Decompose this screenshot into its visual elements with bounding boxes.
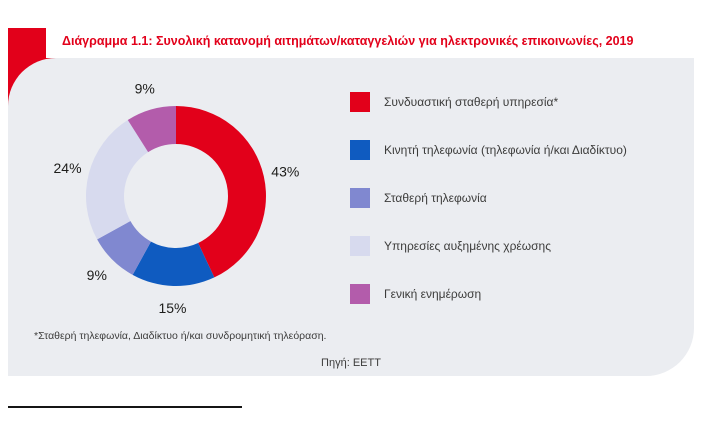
legend-label: Κινητή τηλεφωνία (τηλεφωνία ή/και Διαδίκ…: [384, 143, 627, 157]
legend-item: Συνδυαστική σταθερή υπηρεσία*: [350, 92, 680, 112]
percent-label: 9%: [87, 267, 107, 283]
legend-swatch: [350, 284, 370, 304]
legend-item: Σταθερή τηλεφωνία: [350, 188, 680, 208]
legend-label: Σταθερή τηλεφωνία: [384, 191, 487, 205]
donut-segment: [97, 221, 151, 275]
title-bar: Διάγραμμα 1.1: Συνολική κατανομή αιτημάτ…: [46, 24, 694, 58]
legend-swatch: [350, 236, 370, 256]
percent-label: 9%: [135, 80, 155, 96]
percent-label: 15%: [158, 300, 186, 316]
legend-item: Γενική ενημέρωση: [350, 284, 680, 304]
legend-label: Γενική ενημέρωση: [384, 287, 482, 301]
legend-item: Κινητή τηλεφωνία (τηλεφωνία ή/και Διαδίκ…: [350, 140, 680, 160]
donut-segment: [85, 120, 149, 240]
donut-chart: 43% 15% 9% 24% 9%: [54, 80, 300, 316]
footer-rule: [8, 406, 242, 408]
donut-segment: [176, 106, 266, 278]
percent-label: 43%: [271, 164, 299, 180]
donut-segment: [127, 106, 176, 153]
legend-item: Υπηρεσίες αυξημένης χρέωσης: [350, 236, 680, 256]
legend-label: Συνδυαστική σταθερή υπηρεσία*: [384, 95, 559, 109]
source-note: Πηγή: ΕΕΤΤ: [321, 357, 381, 369]
legend-swatch: [350, 92, 370, 112]
legend-label: Υπηρεσίες αυξημένης χρέωσης: [384, 239, 551, 253]
donut-segment: [132, 241, 215, 286]
percent-label: 24%: [54, 160, 82, 176]
page-title: Διάγραμμα 1.1: Συνολική κατανομή αιτημάτ…: [62, 34, 634, 48]
legend-swatch: [350, 140, 370, 160]
footnote: *Σταθερή τηλεφωνία, Διαδίκτυο ή/και συνδ…: [34, 330, 327, 342]
chart-legend: Συνδυαστική σταθερή υπηρεσία* Κινητή τηλ…: [350, 92, 680, 332]
legend-swatch: [350, 188, 370, 208]
